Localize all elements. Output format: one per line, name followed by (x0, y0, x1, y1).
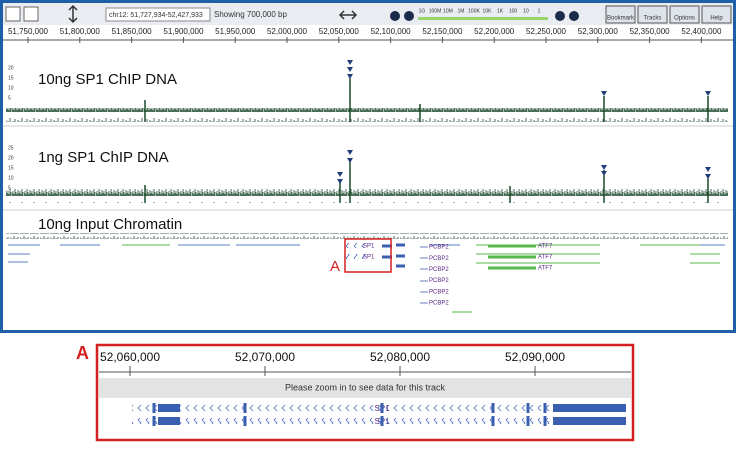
track-label: 1ng SP1 ChIP DNA (38, 149, 169, 166)
ruler-tick-label: 51,750,000 (8, 27, 49, 36)
locus-box[interactable] (105, 7, 211, 22)
gene-label: PCBP2 (429, 301, 449, 307)
gene-models (8, 243, 725, 313)
track-axis-label: 20 (8, 65, 14, 71)
ruler-tick-label: 51,900,000 (163, 27, 204, 36)
ruler-tick-label: 51,950,000 (215, 27, 256, 36)
gene-label: ATF7 (538, 244, 553, 250)
signal-track (6, 233, 728, 239)
inset-tick-label: 52,090,000 (505, 350, 565, 364)
track-axis-label: 5 (8, 185, 11, 191)
callout-box (344, 238, 392, 273)
button-label: Help (710, 16, 723, 22)
locus-text: chr12: 51,727,934-52,427,933 (109, 12, 203, 19)
track-axis-label: 10 (8, 175, 14, 181)
gene-label: SP1 (363, 255, 375, 261)
zoom-out[interactable] (390, 11, 400, 21)
zoom-slider[interactable] (418, 17, 548, 20)
zoom-scale-label: 1 (538, 8, 541, 14)
zoom-scale-label: 100K (468, 8, 480, 14)
button-label: Options (674, 16, 695, 22)
toolbar-button[interactable] (637, 5, 668, 24)
ruler-tick-label: 51,850,000 (112, 27, 153, 36)
signal-peaks (144, 78, 709, 122)
track-label: 10ng Input Chromatin (38, 216, 182, 233)
callout-label: A (330, 258, 340, 275)
track-axis-label: 25 (8, 145, 14, 151)
track-label: 10ng SP1 ChIP DNA (38, 71, 177, 88)
gene-label: PCBP2 (429, 289, 449, 295)
track-axis-label: 15 (8, 75, 14, 81)
button-label: Bookmark (607, 16, 635, 22)
signal-peaks (144, 160, 709, 203)
inset-tick-label: 52,060,000 (100, 350, 160, 364)
track-axis-label: 10 (8, 85, 14, 91)
gene-label: ATF7 (538, 266, 553, 272)
toolbar-button[interactable] (701, 5, 732, 24)
ruler-tick-label: 52,400,000 (681, 27, 722, 36)
pan-arrows[interactable] (338, 10, 358, 20)
expand-icon[interactable] (68, 4, 78, 24)
gene-label: PCBP2 (429, 267, 449, 273)
browser-frame (0, 0, 736, 333)
showing-text: Showing 700,000 bp (214, 10, 288, 19)
select-tool[interactable] (23, 6, 39, 22)
zoom-out2[interactable] (404, 11, 414, 21)
track-axis-label: 15 (8, 165, 14, 171)
gene-label: PCBP2 (429, 278, 449, 284)
zoom-scale-label: 10 (523, 8, 529, 14)
inset-tick-label: 52,070,000 (235, 350, 295, 364)
ruler-tick-label: 52,150,000 (422, 27, 463, 36)
zoom-scale-label: 100 (509, 8, 518, 14)
zoom-scale-label: 10M (443, 8, 453, 14)
gene-label: PCBP2 (429, 256, 449, 262)
ruler-tick-label: 52,100,000 (371, 27, 412, 36)
zoom-scale-label: 1M (458, 8, 465, 14)
ruler-tick-label: 52,350,000 (630, 27, 671, 36)
ruler-tick-label: 52,250,000 (526, 27, 567, 36)
track-axis-label: 5 (8, 95, 11, 101)
signal-track (6, 189, 728, 203)
zoom-scale-label: 10K (483, 8, 493, 14)
toolbar-button[interactable] (669, 5, 700, 24)
gene-label: SP1 (363, 244, 375, 250)
signal-track (6, 108, 728, 122)
zoom-in2[interactable] (569, 11, 579, 21)
hand-tool[interactable] (5, 6, 21, 22)
button-label: Tracks (644, 16, 662, 22)
ruler-tick-label: 52,000,000 (267, 27, 308, 36)
ruler-tick-label: 52,300,000 (578, 27, 619, 36)
message: Please zoom in to see data for this trac… (285, 382, 446, 392)
inset-tick-label: 52,080,000 (370, 350, 430, 364)
zoom-scale-label: 1K (497, 8, 504, 14)
ruler-tick-label: 52,050,000 (319, 27, 360, 36)
transcripts (132, 403, 626, 426)
zoom-scale-label: 100M (429, 8, 442, 14)
toolbar-button[interactable] (605, 5, 636, 24)
ruler-tick-label: 51,800,000 (60, 27, 101, 36)
zoom-scale-label: 1G (419, 8, 426, 14)
gene-label: PCBP2 (429, 245, 449, 251)
zoom-in[interactable] (555, 11, 565, 21)
ruler-tick-label: 52,200,000 (474, 27, 515, 36)
track-axis-label: 20 (8, 155, 14, 161)
inset-label: A (76, 343, 89, 363)
gene-label: ATF7 (538, 255, 553, 261)
message-band (99, 378, 631, 398)
